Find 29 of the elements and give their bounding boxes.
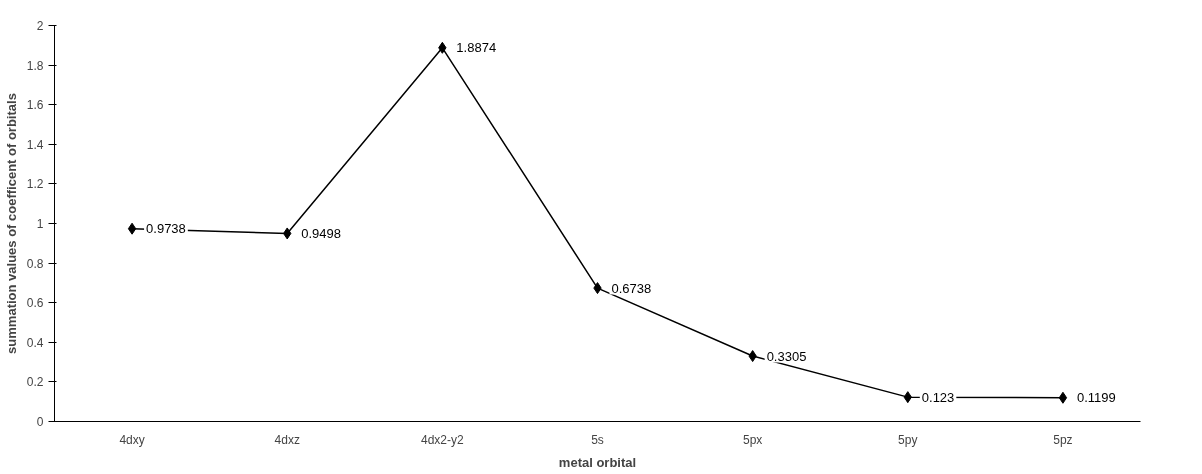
y-tick-label: 2 <box>36 19 44 33</box>
x-tick-label: 5s <box>591 432 604 447</box>
x-tick-label: 5pz <box>1053 432 1073 447</box>
point <box>127 222 137 235</box>
y-axis-title: summation values of coefficent of orbitals <box>3 93 19 354</box>
y-tick-label: 1 <box>36 217 44 231</box>
x-axis-title: metal orbital <box>558 454 637 470</box>
x-tick-label: 5px <box>742 432 763 447</box>
data-label: 0.9738 <box>146 221 186 237</box>
data-label: 0.123 <box>921 389 955 405</box>
y-tick-label: 0.4 <box>26 335 44 350</box>
x-tick-label: 4dxz <box>274 432 300 447</box>
y-tick-label: 1.6 <box>26 98 44 113</box>
point <box>1058 391 1068 404</box>
y-tick-label: 1.8 <box>26 58 44 73</box>
x-tick-label: 5py <box>898 432 918 447</box>
data-label: 1.8874 <box>456 40 497 56</box>
y-tick-label: 0.2 <box>26 375 44 390</box>
data-label: 0.1199 <box>1076 390 1116 406</box>
data-label: 0.9498 <box>301 225 341 241</box>
y-tick-label: 0.8 <box>26 256 44 271</box>
y-tick-label: 0 <box>36 415 44 429</box>
y-tick-label: 0.6 <box>26 296 44 311</box>
data-label: 0.6738 <box>611 280 652 296</box>
data-label: 0.3305 <box>766 348 807 364</box>
x-tick-label: 4dx2-y2 <box>421 432 465 447</box>
y-tick-label: 1.2 <box>26 177 44 192</box>
x-tick-label: 4dxy <box>119 432 145 447</box>
y-tick-label: 1.4 <box>26 137 44 152</box>
